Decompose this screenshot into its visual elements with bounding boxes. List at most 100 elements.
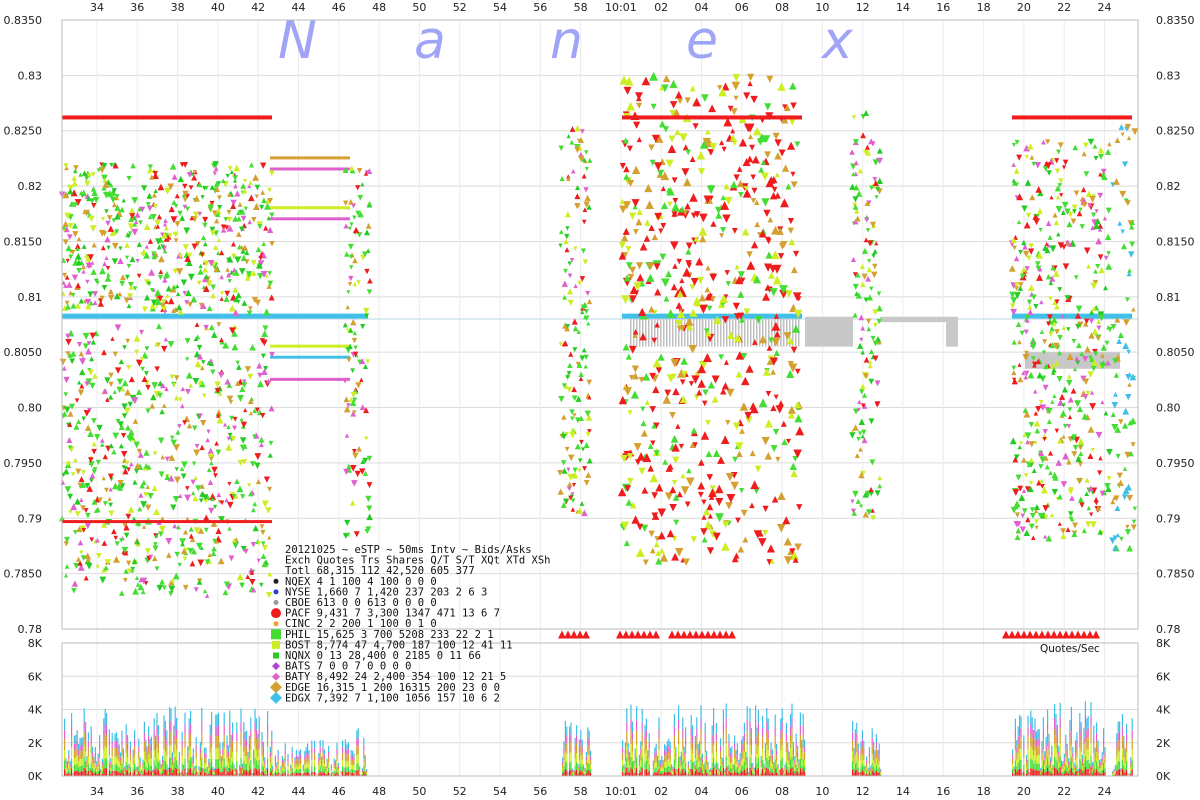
rate-bar: [720, 771, 722, 776]
quote-marker: [192, 425, 198, 431]
rate-bar: [671, 770, 673, 773]
rate-bar: [115, 747, 117, 757]
rate-bar: [75, 771, 77, 776]
quote-marker: [104, 209, 109, 214]
quote-marker: [731, 228, 738, 234]
rate-bar: [710, 769, 712, 772]
quote-marker: [639, 242, 648, 251]
quote-marker: [84, 298, 92, 306]
quote-marker: [673, 519, 680, 526]
rate-bar: [325, 771, 327, 774]
quote-marker: [348, 396, 354, 402]
quote-marker: [1100, 344, 1108, 351]
quote-marker: [674, 630, 682, 639]
quote-marker: [249, 343, 256, 351]
quote-marker: [704, 630, 712, 639]
quote-marker: [676, 290, 684, 298]
rate-bar: [683, 757, 685, 763]
quote-marker: [223, 217, 229, 222]
quote-marker: [179, 403, 185, 409]
quote-marker: [111, 258, 119, 265]
rate-bar: [132, 754, 134, 759]
quote-marker: [567, 454, 575, 462]
quote-marker: [252, 501, 258, 507]
quote-marker: [576, 362, 583, 368]
quote-marker: [167, 297, 175, 305]
rate-bar: [332, 774, 334, 776]
rate-bar: [585, 773, 587, 776]
rate-bar: [300, 758, 302, 764]
rate-bar: [190, 758, 192, 769]
rate-bar: [138, 751, 140, 760]
rate-bar: [718, 772, 720, 774]
quote-marker: [762, 530, 769, 536]
rate-bar: [353, 761, 355, 766]
rate-bar: [640, 753, 642, 761]
quote-marker: [747, 133, 754, 140]
rate-bar: [356, 746, 358, 756]
quote-marker: [558, 243, 563, 248]
quote-marker: [1065, 527, 1071, 533]
rate-bar: [120, 773, 122, 776]
rate-bar: [267, 724, 269, 734]
rate-bar: [734, 771, 736, 776]
quote-marker: [757, 538, 767, 547]
rate-bar: [250, 737, 252, 750]
rate-bar: [146, 762, 148, 769]
rate-bar: [701, 770, 703, 774]
cboe-tick: [720, 318, 722, 347]
quote-marker: [62, 191, 70, 199]
rate-bar: [222, 742, 224, 749]
quote-marker: [196, 280, 202, 286]
rate-bar: [170, 757, 172, 768]
quote-marker: [84, 523, 91, 530]
rate-bar: [644, 743, 646, 754]
quote-marker: [633, 229, 639, 235]
rate-bar: [713, 757, 715, 768]
rate-bar: [337, 774, 339, 776]
rate-bar: [110, 771, 112, 774]
rate-bar: [736, 761, 738, 768]
quote-marker: [744, 411, 753, 420]
rate-bar: [755, 719, 757, 731]
rate-bar: [106, 725, 108, 736]
rate-bar: [106, 768, 108, 776]
quote-marker: [216, 492, 222, 498]
quote-marker: [117, 485, 123, 491]
rate-bar: [229, 723, 231, 734]
quote-marker: [739, 428, 745, 434]
quote-marker: [754, 316, 763, 324]
rate-bar: [708, 772, 710, 775]
rate-bar: [326, 773, 328, 776]
rate-bar: [248, 749, 250, 758]
rate-bar: [117, 758, 119, 766]
rate-bar: [155, 757, 157, 766]
rate-bar: [721, 767, 723, 771]
rate-bar: [641, 732, 643, 746]
quote-marker: [679, 133, 688, 142]
quote-marker: [359, 468, 366, 475]
quote-marker: [165, 293, 170, 298]
rate-bar: [269, 746, 271, 753]
rate-bar: [323, 768, 325, 773]
rate-bar: [308, 764, 310, 770]
rate-bar: [71, 725, 73, 736]
rate-bar: [136, 773, 138, 775]
quote-marker: [693, 394, 700, 401]
quote-marker: [793, 309, 803, 319]
quote-marker: [120, 450, 128, 458]
quote-marker: [698, 293, 707, 302]
quote-marker: [688, 344, 697, 354]
quote-marker: [160, 244, 165, 250]
rate-bar: [202, 771, 204, 773]
rate-bar: [122, 772, 124, 776]
quote-marker: [654, 212, 663, 221]
rate-bar: [753, 769, 755, 771]
quote-marker: [147, 493, 154, 500]
rate-bar: [293, 773, 295, 774]
quote-marker: [1124, 529, 1132, 536]
rate-bar: [277, 755, 279, 760]
quote-marker: [859, 383, 866, 390]
quote-marker: [229, 327, 236, 335]
quote-marker: [869, 221, 877, 228]
